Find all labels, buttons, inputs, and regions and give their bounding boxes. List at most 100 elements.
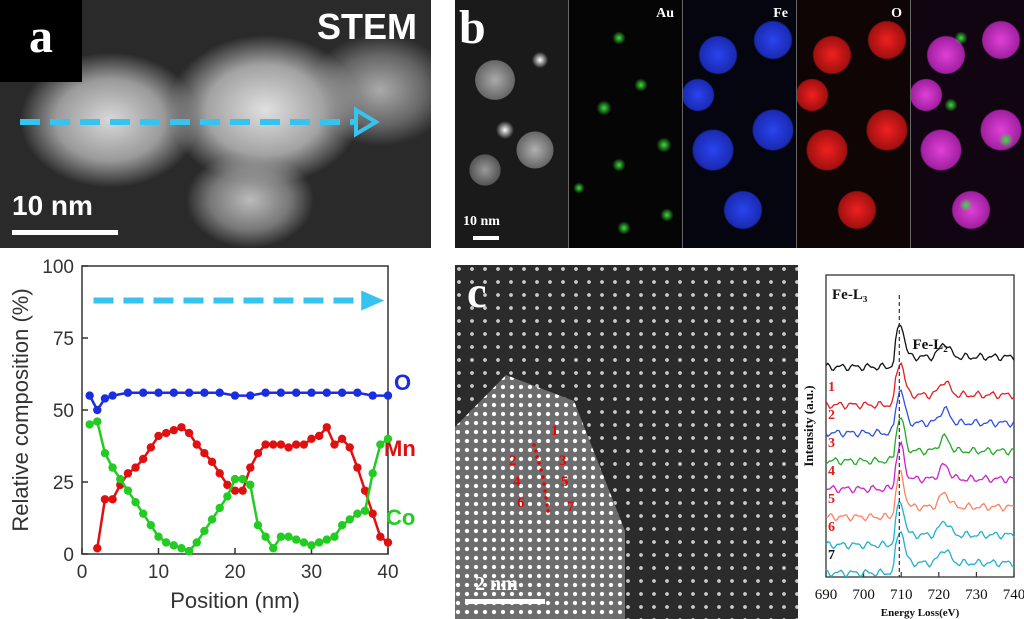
point-label-7: 7 xyxy=(567,499,575,515)
data-point-co xyxy=(368,469,377,478)
x-tick-label: 40 xyxy=(377,562,398,583)
data-point-co xyxy=(207,515,217,524)
eds-map-strip: b 10 nm Au Fe O xyxy=(455,0,1024,248)
data-point-mn xyxy=(108,495,117,504)
data-point-o xyxy=(123,388,133,397)
scan-arrow xyxy=(20,106,380,138)
data-point-co xyxy=(238,474,247,484)
eels-x-tick-label: 700 xyxy=(852,587,875,603)
stem-image: a STEM 10 nm xyxy=(0,0,431,248)
data-point-o xyxy=(169,388,178,397)
eels-x-tick-label: 720 xyxy=(928,587,951,603)
panel-b-scale-bar xyxy=(473,236,499,240)
eels-x-axis-label: Energy Loss(eV) xyxy=(881,607,960,619)
spectrum-line-1 xyxy=(825,361,1015,410)
data-point-mn xyxy=(238,486,247,495)
data-point-mn xyxy=(299,440,309,449)
data-point-mn xyxy=(146,443,156,452)
spectrum-line-4 xyxy=(825,440,1015,494)
panel-a-letter: a xyxy=(0,0,82,82)
plot-frame xyxy=(81,265,389,555)
data-point-co xyxy=(337,521,347,530)
stem-label: STEM xyxy=(316,6,417,47)
data-point-co xyxy=(269,544,278,553)
data-point-o xyxy=(215,388,224,397)
panel-a-scale-bar xyxy=(12,230,118,235)
data-point-co xyxy=(169,541,178,550)
data-point-mn xyxy=(383,538,393,547)
map-label-o: O xyxy=(891,6,902,21)
data-point-o xyxy=(154,388,163,397)
series-line-o xyxy=(88,391,388,413)
x-axis-label: Position (nm) xyxy=(170,588,300,613)
panel-b-letter: b xyxy=(459,1,486,54)
spectrum-label-4: 4 xyxy=(828,464,835,479)
data-point-co xyxy=(223,492,232,501)
data-point-co xyxy=(360,506,370,515)
data-point-co xyxy=(230,474,240,484)
data-point-mn xyxy=(184,428,194,438)
data-point-mn xyxy=(154,431,163,441)
data-point-co xyxy=(345,515,354,524)
eels-frame xyxy=(825,274,1015,578)
eels-x-tick-label: 740 xyxy=(1003,587,1024,603)
data-point-o xyxy=(100,394,110,403)
data-point-mn xyxy=(100,495,110,504)
annotation-fe-l2: Fe-L₂ xyxy=(912,337,948,353)
data-point-co xyxy=(261,532,270,541)
data-point-mn xyxy=(330,440,339,449)
data-point-co xyxy=(108,463,117,472)
y-axis-label: Relative composition (%) xyxy=(8,288,33,531)
composition-chart: 0 25 50 75 100 0 10 20 30 40 Position (nm) Relative… xyxy=(8,257,416,613)
data-point-o xyxy=(261,388,270,397)
data-point-co xyxy=(253,521,263,530)
data-point-co xyxy=(307,541,316,550)
data-point-co xyxy=(314,538,324,547)
data-point-co xyxy=(85,420,94,429)
data-point-co xyxy=(161,538,171,547)
data-point-co xyxy=(123,486,133,495)
data-point-co xyxy=(139,509,148,518)
spectrum-label-2: 2 xyxy=(828,408,835,423)
data-point-co xyxy=(146,521,156,530)
data-point-o xyxy=(292,388,301,397)
data-point-mn xyxy=(360,486,370,495)
data-point-o xyxy=(337,388,347,397)
data-point-mn xyxy=(261,440,270,449)
map-tile-haadf: b 10 nm xyxy=(455,0,569,248)
point-label-4: 4 xyxy=(513,474,521,490)
data-point-mn xyxy=(230,486,240,495)
data-point-o xyxy=(184,388,194,397)
spectrum-line-6 xyxy=(825,499,1015,550)
data-point-co xyxy=(177,544,186,553)
map-tile-o: O xyxy=(797,0,911,248)
data-point-mn xyxy=(131,463,140,472)
panel-a-scale-label: 10 nm xyxy=(12,190,93,221)
data-point-mn xyxy=(322,423,331,432)
data-point-co xyxy=(383,434,393,443)
point-dots xyxy=(532,443,550,513)
data-point-o xyxy=(139,388,148,397)
spectrum-line-reference xyxy=(825,323,1015,372)
x-tick-label: 30 xyxy=(301,562,322,583)
data-point-o xyxy=(93,405,102,415)
spectrum-line-2 xyxy=(825,389,1015,438)
data-point-co xyxy=(330,532,339,541)
spectrum-label-3: 3 xyxy=(828,436,835,451)
data-point-co xyxy=(184,546,194,556)
spectrum-line-7 xyxy=(825,530,1015,578)
point-label-2: 2 xyxy=(509,453,517,469)
data-point-mn xyxy=(376,532,385,541)
panel-c-scale-bar xyxy=(465,599,545,604)
data-point-mn xyxy=(215,469,224,478)
data-point-co xyxy=(215,503,224,513)
data-point-mn xyxy=(284,443,293,452)
data-point-mn xyxy=(223,480,232,490)
data-point-o xyxy=(276,388,286,397)
data-point-co xyxy=(154,532,163,541)
data-point-o xyxy=(383,391,393,400)
data-point-o xyxy=(322,388,331,397)
data-point-co xyxy=(284,532,293,541)
data-point-co xyxy=(376,440,385,449)
data-point-o xyxy=(230,391,240,400)
